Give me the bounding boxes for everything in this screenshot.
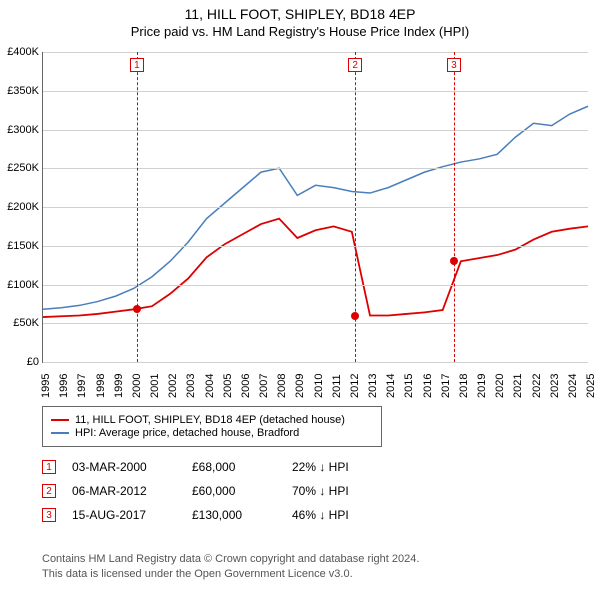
sales-row: 1 03-MAR-2000£68,00022% ↓ HPI (42, 458, 412, 476)
gridline (43, 52, 588, 53)
x-axis-label: 1997 (76, 374, 88, 398)
sale-date: 15-AUG-2017 (72, 508, 192, 522)
page-title: 11, HILL FOOT, SHIPLEY, BD18 4EP (0, 6, 600, 22)
y-axis-label: £350K (1, 85, 39, 97)
sale-marker-dot (133, 305, 141, 313)
legend-swatch (51, 419, 69, 421)
sale-delta: 46% ↓ HPI (292, 508, 412, 522)
sale-marker-line (454, 52, 455, 362)
sale-delta: 22% ↓ HPI (292, 460, 412, 474)
x-axis-label: 2024 (567, 374, 579, 398)
sale-marker-dot (351, 312, 359, 320)
y-axis-label: £400K (1, 46, 39, 58)
gridline (43, 91, 588, 92)
gridline (43, 285, 588, 286)
x-axis-label: 2010 (313, 374, 325, 398)
x-axis-label: 2003 (185, 374, 197, 398)
sales-marker-box: 2 (42, 484, 56, 498)
y-axis-label: £200K (1, 201, 39, 213)
x-axis-label: 2015 (403, 374, 415, 398)
gridline (43, 168, 588, 169)
x-axis-label: 1996 (58, 374, 70, 398)
x-axis-label: 2001 (149, 374, 161, 398)
y-axis-label: £250K (1, 162, 39, 174)
x-axis-label: 2025 (585, 374, 597, 398)
legend-row: 11, HILL FOOT, SHIPLEY, BD18 4EP (detach… (51, 414, 373, 426)
x-axis-label: 2013 (367, 374, 379, 398)
sale-marker-box: 3 (447, 58, 461, 72)
sale-marker-line (137, 52, 138, 362)
gridline (43, 207, 588, 208)
gridline (43, 323, 588, 324)
legend-label: HPI: Average price, detached house, Brad… (75, 427, 299, 439)
legend-swatch (51, 432, 69, 434)
y-axis-label: £50K (1, 317, 39, 329)
x-axis-label: 2009 (294, 374, 306, 398)
sales-table: 1 03-MAR-2000£68,00022% ↓ HPI 2 06-MAR-2012… (42, 452, 412, 530)
note-line: This data is licensed under the Open Gov… (42, 567, 419, 582)
titles: 11, HILL FOOT, SHIPLEY, BD18 4EP Price p… (0, 0, 600, 39)
legend-row: HPI: Average price, detached house, Brad… (51, 427, 373, 439)
x-axis-label: 2006 (240, 374, 252, 398)
series-line (43, 219, 588, 317)
x-axis-label: 2022 (531, 374, 543, 398)
plot-area: £0£50K£100K£150K£200K£250K£300K£350K£400… (42, 52, 588, 363)
x-axis-label: 2004 (204, 374, 216, 398)
sale-marker-box: 1 (130, 58, 144, 72)
sale-marker-dot (450, 257, 458, 265)
gridline (43, 246, 588, 247)
x-axis-label: 2020 (494, 374, 506, 398)
x-axis-label: 2005 (222, 374, 234, 398)
sale-date: 06-MAR-2012 (72, 484, 192, 498)
x-axis-label: 2019 (476, 374, 488, 398)
x-axis-label: 2002 (167, 374, 179, 398)
gridline (43, 130, 588, 131)
y-axis-label: £100K (1, 279, 39, 291)
sales-row: 3 15-AUG-2017£130,00046% ↓ HPI (42, 506, 412, 524)
sale-price: £60,000 (192, 484, 292, 498)
sale-date: 03-MAR-2000 (72, 460, 192, 474)
x-axis-label: 2021 (512, 374, 524, 398)
sale-marker-box: 2 (348, 58, 362, 72)
gridline (43, 362, 588, 363)
y-axis-label: £150K (1, 240, 39, 252)
x-axis-label: 2023 (549, 374, 561, 398)
x-axis-label: 2011 (331, 374, 343, 398)
x-axis-label: 1995 (40, 374, 52, 398)
x-axis-label: 2012 (349, 374, 361, 398)
x-axis-label: 2008 (276, 374, 288, 398)
y-axis-label: £0 (1, 356, 39, 368)
x-axis-label: 2007 (258, 374, 270, 398)
sales-row: 2 06-MAR-2012£60,00070% ↓ HPI (42, 482, 412, 500)
sale-price: £68,000 (192, 460, 292, 474)
sale-delta: 70% ↓ HPI (292, 484, 412, 498)
x-axis-label: 2018 (458, 374, 470, 398)
sales-marker-box: 1 (42, 460, 56, 474)
chart-container: 11, HILL FOOT, SHIPLEY, BD18 4EP Price p… (0, 0, 600, 590)
sale-price: £130,000 (192, 508, 292, 522)
x-axis-label: 2000 (131, 374, 143, 398)
x-axis-label: 2016 (422, 374, 434, 398)
sales-marker-box: 3 (42, 508, 56, 522)
x-axis-label: 1998 (95, 374, 107, 398)
page-subtitle: Price paid vs. HM Land Registry's House … (0, 24, 600, 39)
x-axis-label: 2014 (385, 374, 397, 398)
note-line: Contains HM Land Registry data © Crown c… (42, 552, 419, 567)
x-axis-label: 2017 (440, 374, 452, 398)
y-axis-label: £300K (1, 124, 39, 136)
footer-notes: Contains HM Land Registry data © Crown c… (42, 552, 419, 582)
legend: 11, HILL FOOT, SHIPLEY, BD18 4EP (detach… (42, 406, 382, 447)
legend-label: 11, HILL FOOT, SHIPLEY, BD18 4EP (detach… (75, 414, 345, 426)
x-axis-label: 1999 (113, 374, 125, 398)
